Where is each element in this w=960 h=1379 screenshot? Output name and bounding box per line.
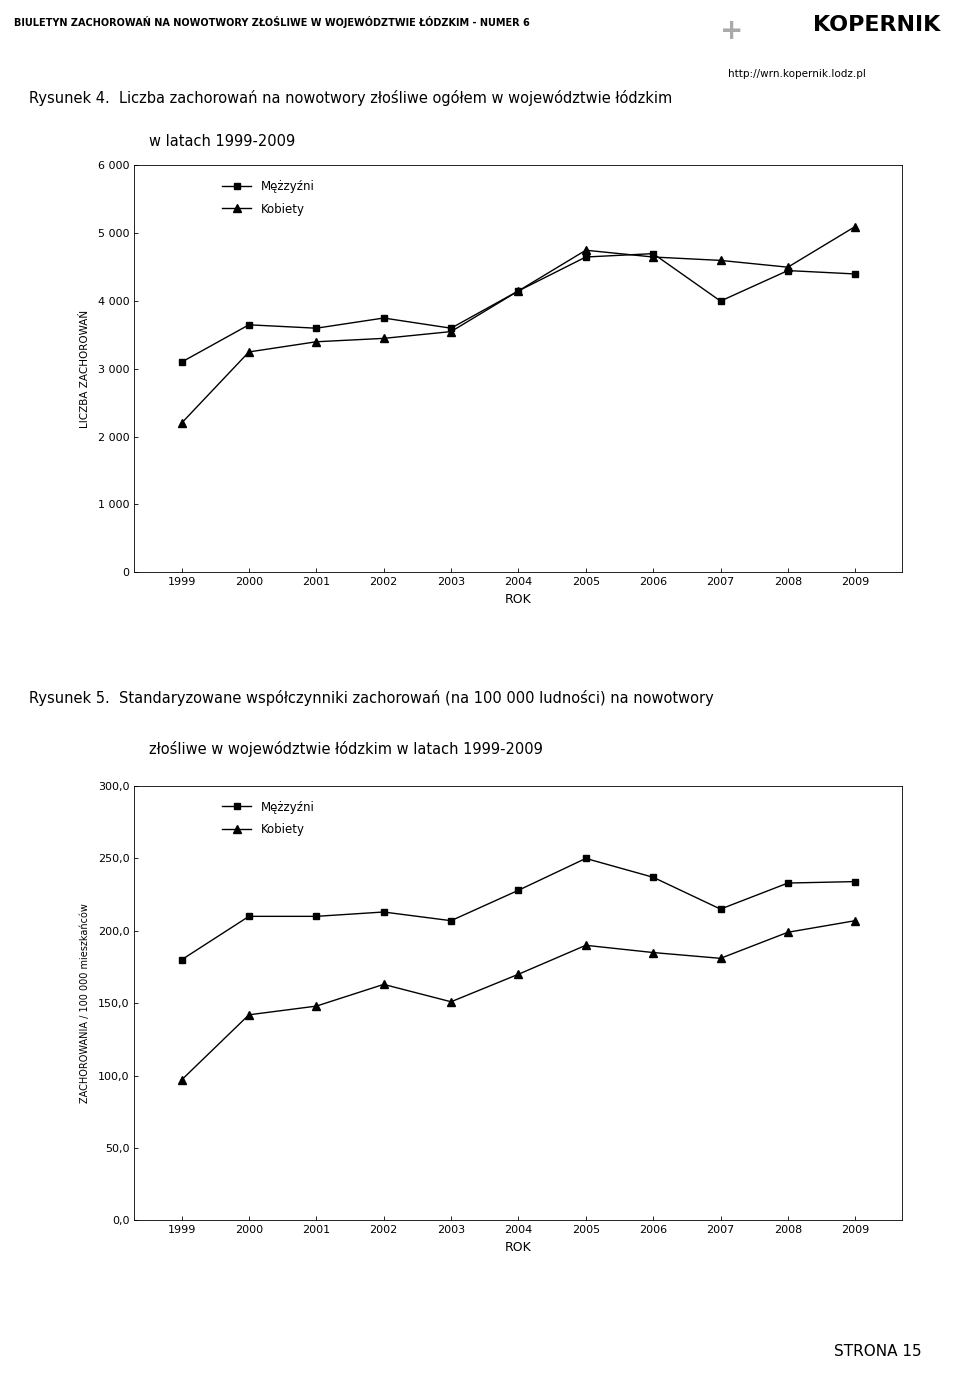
Mężzyźni — [243, 317, 254, 334]
Legend: Mężzyźni, Kobiety: Mężzyźni, Kobiety — [217, 796, 320, 841]
Mężzyźni — [580, 248, 591, 265]
Mężzyźni — [176, 354, 187, 371]
Kobiety — [176, 415, 187, 432]
Y-axis label: LICZBA ZACHOROWAŃ: LICZBA ZACHOROWAŃ — [80, 310, 89, 427]
Kobiety — [310, 334, 322, 350]
Kobiety — [647, 945, 659, 961]
Kobiety — [310, 998, 322, 1015]
Line: Kobiety: Kobiety — [178, 917, 859, 1084]
Kobiety — [580, 938, 591, 954]
Kobiety — [243, 1007, 254, 1023]
Kobiety — [782, 259, 794, 276]
Text: http://wrn.kopernik.lodz.pl: http://wrn.kopernik.lodz.pl — [728, 69, 866, 79]
Kobiety — [445, 323, 457, 339]
Kobiety — [378, 976, 390, 993]
Mężzyźni — [378, 903, 390, 920]
Text: STRONA 15: STRONA 15 — [834, 1345, 922, 1358]
X-axis label: ROK: ROK — [505, 593, 532, 605]
Mężzyźni — [647, 869, 659, 885]
Mężzyźni — [850, 266, 861, 283]
Mężzyźni — [782, 874, 794, 891]
Mężzyźni — [445, 320, 457, 336]
Kobiety — [715, 950, 727, 967]
Kobiety — [782, 924, 794, 940]
Mężzyźni — [310, 907, 322, 924]
Text: +: + — [720, 17, 743, 44]
Kobiety — [513, 283, 524, 299]
Kobiety — [378, 330, 390, 346]
Kobiety — [715, 252, 727, 269]
Kobiety — [243, 343, 254, 360]
Line: Mężzyźni: Mężzyźni — [179, 250, 858, 365]
Text: Rysunek 5.  Standaryzowane współczynniki zachorowań (na 100 000 ludności) na now: Rysunek 5. Standaryzowane współczynniki … — [29, 690, 713, 706]
Mężzyźni — [378, 310, 390, 327]
Kobiety — [850, 218, 861, 234]
Mężzyźni — [647, 245, 659, 262]
Mężzyźni — [445, 913, 457, 929]
Mężzyźni — [715, 900, 727, 917]
Mężzyźni — [850, 873, 861, 889]
Y-axis label: ZACHOROWANIA / 100 000 mieszkańców: ZACHOROWANIA / 100 000 mieszkańców — [80, 903, 89, 1103]
Mężzyźni — [715, 292, 727, 309]
Kobiety — [647, 248, 659, 265]
Line: Mężzyźni: Mężzyźni — [179, 855, 858, 964]
Mężzyźni — [513, 883, 524, 899]
Kobiety — [513, 965, 524, 982]
Legend: Mężzyźni, Kobiety: Mężzyźni, Kobiety — [217, 175, 320, 221]
Kobiety — [176, 1071, 187, 1088]
X-axis label: ROK: ROK — [505, 1241, 532, 1254]
Text: w latach 1999-2009: w latach 1999-2009 — [150, 135, 296, 149]
Mężzyźni — [176, 952, 187, 968]
Mężzyźni — [782, 262, 794, 279]
Kobiety — [445, 993, 457, 1009]
Kobiety — [580, 241, 591, 258]
Line: Kobiety: Kobiety — [178, 222, 859, 427]
Text: BIULETYN ZACHOROWAŃ NA NOWOTWORY ZŁOŚLIWE W WOJEWÓDZTWIE ŁÓDZKIM - NUMER 6: BIULETYN ZACHOROWAŃ NA NOWOTWORY ZŁOŚLIW… — [14, 17, 530, 29]
Text: KOPERNIK: KOPERNIK — [813, 15, 941, 34]
Mężzyźni — [310, 320, 322, 336]
Kobiety — [850, 913, 861, 929]
Text: Rysunek 4.  Liczba zachorowań na nowotwory złośliwe ogółem w województwie łódzki: Rysunek 4. Liczba zachorowań na nowotwor… — [29, 90, 672, 106]
Mężzyźni — [513, 283, 524, 299]
Text: złośliwe w województwie łódzkim w latach 1999-2009: złośliwe w województwie łódzkim w latach… — [150, 741, 543, 757]
Mężzyźni — [580, 849, 591, 867]
Mężzyźni — [243, 907, 254, 924]
